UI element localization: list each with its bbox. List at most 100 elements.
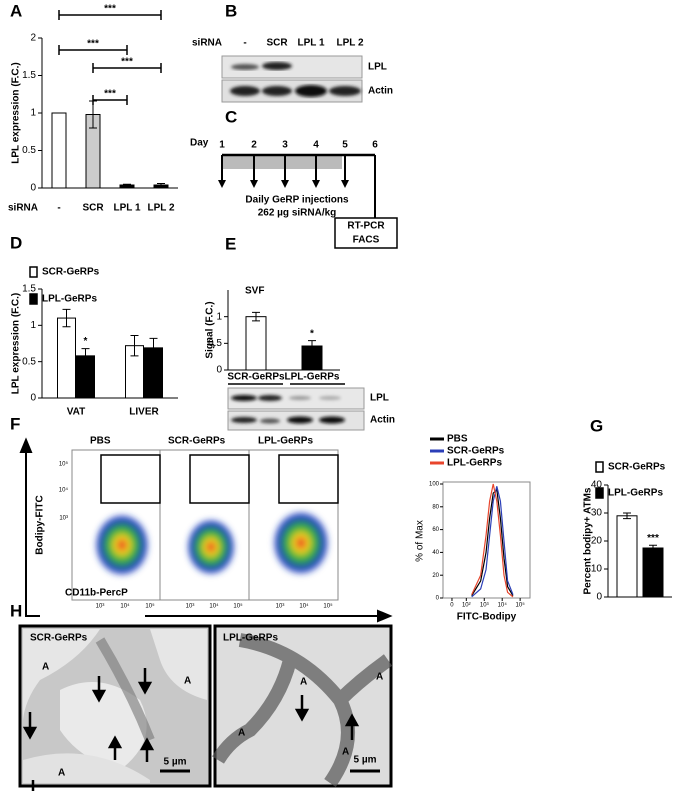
error-bar [252,311,260,322]
x-tick-label: 10⁵ [516,602,526,609]
panel-label: E [225,234,236,253]
scale-label: 5 µm [354,755,377,766]
y-tick-label: 0 [216,365,222,376]
error-bar [130,335,139,357]
arrows [294,695,360,740]
legend-label: SCR-GeRPs [608,462,666,473]
day: 5 [342,140,348,151]
significance: *** [104,4,116,15]
region-label: A [42,662,49,673]
y-tick-label: 0 [596,592,602,603]
row-label: siRNA [192,38,222,49]
scale-label: 5 µm [164,757,187,768]
tick-label: 10³ [96,604,105,610]
day: 4 [313,140,319,151]
flow-f: F PBS SCR-GeRPs LPL-GeRPs 10⁵ 10⁴ 10³ 10… [10,414,393,623]
sample-title: PBS [90,436,111,447]
readout-box [334,217,398,249]
error-bar [308,340,316,352]
adipocyte [23,753,150,783]
significance: *** [104,89,116,100]
panel-label: F [10,414,20,433]
x-tick-label: SCR-GeRPs [227,372,285,383]
x-tick-label: 10⁴ [498,602,508,609]
y-tick-label: 20 [591,536,603,547]
region-label: A [300,677,307,688]
image-title: LPL-GeRPs [223,633,278,644]
sample-title: SCR-GeRPs [168,436,226,447]
tick-label: 10³ [186,604,195,610]
band-label: LPL [368,62,387,73]
blot-b: B siRNA - SCR LPL 1 LPL 2 LPL Actin [192,1,393,103]
y-tick-label: 0.5 [208,338,222,349]
bands [230,85,361,97]
lane-label: LPL 2 [336,38,363,49]
y-tick-label: 40 [591,480,603,491]
legend-label: LPL-GeRPs [608,488,663,499]
lipid-region [60,682,147,770]
y-tick-label: 2 [30,33,36,44]
lane-label: LPL 1 [297,38,324,49]
x-tick-label: LPL 2 [147,203,174,214]
panel-label: A [10,1,22,20]
bracket [58,45,128,55]
x-tick-label: LPL-GeRPs [284,372,339,383]
significance: * [84,336,88,347]
stroma [211,633,393,788]
tick-label: 10³ [276,604,285,610]
dosing-window [222,155,342,169]
bar [245,316,267,371]
blot-strip [221,55,363,79]
error-bar [649,544,657,552]
blot-e: LPL Actin [227,383,395,431]
y-tick-label: 1 [30,320,36,331]
y-tick-label: 10 [591,564,603,575]
y-tick-label: 0 [436,596,440,602]
y-tick-label: 0 [30,183,36,194]
error-bar [157,183,165,187]
bands [231,62,292,70]
y-tick-label: 0.5 [22,356,36,367]
day: 6 [372,140,378,151]
bracket [92,63,162,73]
legend-label: SCR-GeRPs [42,267,100,278]
band-label: Actin [370,415,395,426]
image-title: SCR-GeRPs [30,633,88,644]
error-bar [623,512,631,520]
x-axis-label: FITC-Bodipy [457,612,517,623]
bar [51,112,67,189]
y-tick-label: 80 [432,504,439,510]
sample-title: LPL-GeRPs [258,436,313,447]
region-label: A [238,728,245,739]
legend-label: PBS [447,434,468,445]
panel-label: H [10,601,22,620]
x-tick-label: SCR [82,203,104,214]
panel-label: C [225,107,237,126]
arrows [221,155,376,232]
region-label: A [376,672,383,683]
significance: *** [121,57,133,68]
y-tick-label: 0.5 [22,145,36,156]
treatment: Daily GeRP injections [245,195,349,206]
x-tick-label: VAT [67,407,86,418]
y-tick-label: 1.5 [22,284,36,295]
day-label: Day [190,138,209,149]
legend-label: LPL-GeRPs [42,294,97,305]
tick-label: 10⁵ [59,461,69,468]
legend-swatch [29,293,38,305]
chart-title: SVF [245,286,264,297]
tick-label: 10⁴ [59,487,69,494]
error-bar [123,183,131,187]
plot-frame [442,481,531,599]
density [94,510,330,577]
legend-swatch [595,487,604,499]
region-label: A [184,676,191,687]
tick-label: 10⁴ [299,603,309,610]
legend-label: LPL-GeRPs [447,458,502,469]
x-tick-label: 10² [462,603,471,609]
panel-label: D [10,233,22,252]
region-label: A [342,747,349,758]
stroma [95,637,155,742]
y-axis-label: Percent bodipy+ ATMs [583,487,594,594]
